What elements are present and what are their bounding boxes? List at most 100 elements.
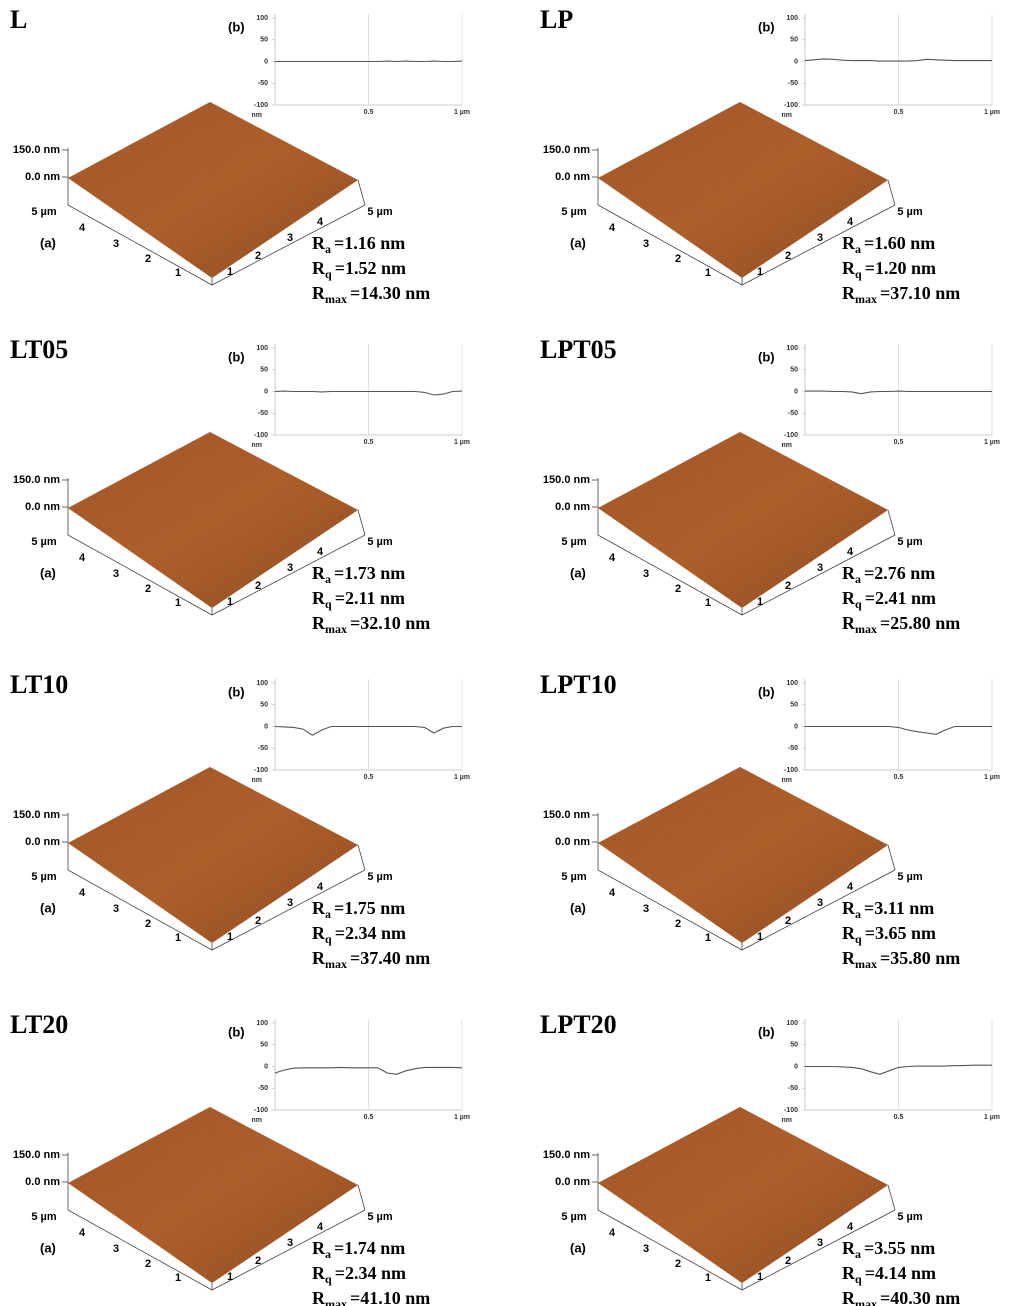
- roughness-value: =2.76 nm: [864, 563, 935, 583]
- roughness-value: =41.10 nm: [350, 1288, 430, 1306]
- z-tick-label: 150.0 nm: [13, 1149, 60, 1161]
- roughness: Ra=1.75 nm: [312, 898, 405, 921]
- right-tick-label: 2: [255, 580, 261, 592]
- symbol: R: [312, 563, 326, 583]
- left-tick-label: 1: [175, 1272, 181, 1284]
- axis: [888, 180, 895, 205]
- roughness: Rmax=32.10 nm: [312, 613, 430, 636]
- right-tick-label: 5 µm: [367, 1211, 393, 1223]
- roughness-value: =1.74 nm: [334, 1238, 405, 1258]
- z-tick-label: 0.0 nm: [555, 1176, 590, 1188]
- panel-title: LT20: [10, 1010, 68, 1039]
- roughness: Rmax=37.10 nm: [842, 283, 960, 306]
- right-tick-label: 5 µm: [367, 871, 393, 883]
- roughness: Ra=3.11 nm: [842, 898, 934, 921]
- symbol: R: [312, 283, 326, 303]
- right-tick-label: 2: [785, 250, 791, 262]
- y-unit: nm: [782, 1117, 793, 1124]
- axis: [888, 510, 895, 535]
- right-tick-label: 4: [317, 881, 324, 893]
- subscript: max: [855, 622, 877, 636]
- y-tick-label: 0: [264, 723, 268, 730]
- panel-title: LPT20: [540, 1010, 617, 1039]
- left-tick-label: 5 µm: [31, 206, 57, 218]
- right-tick-label: 3: [817, 562, 823, 574]
- y-tick-label: 0: [264, 1063, 268, 1070]
- y-tick-label: -50: [788, 1085, 798, 1092]
- y-tick-label: 0: [794, 723, 798, 730]
- left-tick-label: 3: [113, 238, 119, 250]
- y-tick-label: 100: [786, 15, 798, 22]
- z-tick-label: 150.0 nm: [13, 809, 60, 821]
- right-tick-label: 2: [785, 1255, 791, 1267]
- right-tick-label: 4: [317, 1221, 324, 1233]
- right-tick-label: 4: [317, 546, 324, 558]
- right-tick-label: 5 µm: [897, 536, 923, 548]
- z-tick-label: 0.0 nm: [25, 501, 60, 513]
- z-tick-label: 0.0 nm: [555, 836, 590, 848]
- y-tick-label: -50: [788, 410, 798, 417]
- left-tick-label: 1: [175, 267, 181, 279]
- roughness: Rmax=35.80 nm: [842, 948, 960, 971]
- right-tick-label: 5 µm: [897, 206, 923, 218]
- left-tick-label: 1: [175, 932, 181, 944]
- y-tick-label: 0: [264, 58, 268, 65]
- roughness-value: =1.20 nm: [865, 258, 936, 278]
- profile-tag: (b): [758, 1024, 775, 1039]
- surface-tag: (a): [570, 565, 586, 580]
- z-tick-label: 150.0 nm: [543, 809, 590, 821]
- subscript: q: [325, 597, 332, 611]
- x-tick-label: 0.5: [894, 774, 904, 781]
- right-tick-label: 1: [227, 596, 233, 608]
- symbol: R: [842, 1238, 856, 1258]
- y-unit: nm: [782, 112, 793, 119]
- right-tick-label: 5 µm: [897, 871, 923, 883]
- symbol: R: [312, 923, 326, 943]
- roughness-value: =1.73 nm: [334, 563, 405, 583]
- symbol: R: [842, 898, 856, 918]
- profile-tag: (b): [228, 684, 245, 699]
- y-tick-label: -50: [788, 745, 798, 752]
- figure: L(b)100500-50-100nm0.51 µm150.0 nm0.0 nm…: [0, 0, 1015, 1306]
- left-tick-label: 5 µm: [31, 871, 57, 883]
- right-tick-label: 3: [817, 897, 823, 909]
- roughness-value: =37.10 nm: [880, 283, 960, 303]
- right-tick-label: 1: [757, 1271, 763, 1283]
- roughness-value: =4.14 nm: [865, 1263, 936, 1283]
- x-tick-label: 0.5: [894, 1114, 904, 1121]
- panel-title: L: [10, 5, 27, 34]
- roughness: Rmax=41.10 nm: [312, 1288, 430, 1306]
- subscript: q: [855, 932, 862, 946]
- panel-title: LPT05: [540, 335, 617, 364]
- roughness-value: =2.11 nm: [335, 588, 405, 608]
- left-tick-label: 2: [145, 1258, 151, 1270]
- right-tick-label: 3: [817, 1237, 823, 1249]
- y-tick-label: -100: [784, 102, 798, 109]
- roughness-value: =1.16 nm: [334, 233, 405, 253]
- surface-tag: (a): [40, 1240, 56, 1255]
- panel-title: LT05: [10, 335, 68, 364]
- roughness-value: =14.30 nm: [350, 283, 430, 303]
- panel: LPT20(b)100500-50-100nm0.51 µm150.0 nm0.…: [540, 1010, 1000, 1306]
- symbol: R: [842, 948, 856, 968]
- y-tick-label: 50: [790, 702, 798, 709]
- right-tick-label: 5 µm: [367, 536, 393, 548]
- right-tick-label: 2: [255, 250, 261, 262]
- y-tick-label: 50: [790, 1042, 798, 1049]
- right-tick-label: 1: [227, 1271, 233, 1283]
- subscript: a: [325, 907, 331, 921]
- axis: [888, 845, 895, 870]
- y-tick-label: -100: [784, 767, 798, 774]
- right-tick-label: 3: [817, 232, 823, 244]
- left-tick-label: 1: [705, 267, 711, 279]
- roughness: Rq=3.65 nm: [842, 923, 936, 946]
- panel-title: LT10: [10, 670, 68, 699]
- roughness-value: =2.41 nm: [865, 588, 936, 608]
- y-tick-label: 100: [786, 680, 798, 687]
- subscript: max: [325, 1297, 347, 1306]
- profile-tag: (b): [758, 684, 775, 699]
- left-tick-label: 4: [79, 222, 86, 234]
- z-tick-label: 0.0 nm: [25, 836, 60, 848]
- roughness-value: =3.55 nm: [864, 1238, 935, 1258]
